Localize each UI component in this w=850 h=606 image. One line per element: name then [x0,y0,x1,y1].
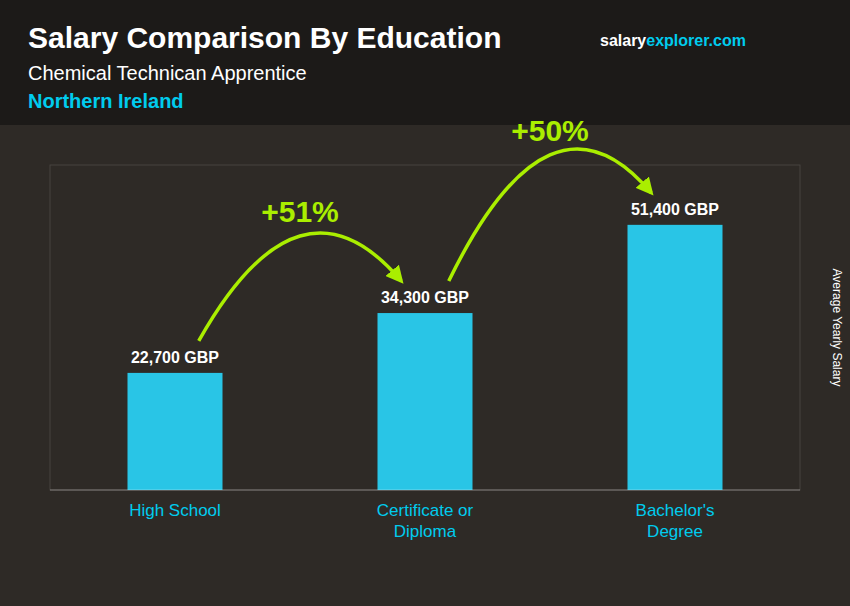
category-label: High School [129,501,221,520]
category-line: Certificate or [377,501,474,520]
baseline [50,490,800,491]
site-name: salaryexplorer.com [600,32,746,49]
category-line: High School [129,501,221,520]
category-label: Certificate or Diploma [377,501,474,541]
site-part: explorer [646,32,709,49]
category-line: Degree [647,522,703,541]
value-label: 22,700 GBP [131,349,219,366]
value-label: 34,300 GBP [381,289,469,306]
bar [128,373,223,490]
chart: Salary Comparison By Education Chemical T… [0,0,850,606]
category-line: Bachelor's [636,501,715,520]
change-label: +50% [511,114,589,147]
y-label: Average Yearly Salary [830,269,844,387]
bar [378,313,473,490]
site-part: salary [600,32,646,49]
title: Salary Comparison By Education [28,21,501,54]
category-label: Bachelor's Degree [636,501,715,541]
bars [128,225,723,490]
site-part: .com [709,32,746,49]
header-band [0,0,850,125]
value-label: 51,400 GBP [631,201,719,218]
background [0,0,850,606]
plot-frame [50,165,800,490]
subtitle: Chemical Technican Apprentice [28,62,307,84]
bar [628,225,723,490]
category-line: Diploma [394,522,457,541]
location: Northern Ireland [28,90,184,112]
change-label: +51% [261,195,339,228]
change-arrow [199,233,402,341]
change-arrow [449,149,652,281]
